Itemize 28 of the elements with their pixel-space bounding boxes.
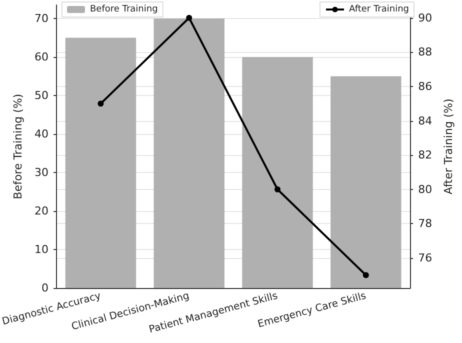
- y2-tick-label: 78: [418, 217, 432, 230]
- y2-tick-label: 86: [418, 80, 432, 93]
- y-tick-label: 50: [34, 88, 49, 102]
- y2-tick-label: 90: [418, 11, 432, 24]
- y2-tick-label: 88: [418, 46, 432, 59]
- point: [362, 272, 369, 278]
- y-axis-title: Before Training (%): [12, 94, 25, 200]
- bar: [330, 76, 402, 288]
- legend-label: Before Training: [90, 4, 158, 14]
- bar: [154, 18, 224, 288]
- y-tick-label: 70: [34, 12, 49, 25]
- y-tick-label: 40: [34, 127, 49, 140]
- y-tick-label: 60: [34, 50, 49, 64]
- y2-axis-title: After Training (%): [442, 98, 455, 194]
- y2-tick-label: 82: [418, 148, 432, 162]
- y-tick-label: 10: [34, 242, 49, 256]
- point: [98, 100, 104, 107]
- bar: [65, 38, 136, 288]
- y-tick-label: 20: [34, 204, 49, 218]
- point: [274, 186, 281, 192]
- bar: [242, 56, 313, 288]
- legend-label: After Training: [349, 4, 410, 14]
- y-tick-label: 30: [34, 166, 49, 179]
- y2-tick-label: 80: [418, 182, 432, 196]
- point: [186, 14, 192, 21]
- y2-tick-label: 84: [418, 114, 432, 128]
- y-tick-label: 0: [42, 282, 49, 294]
- y2-tick-label: 76: [418, 251, 432, 264]
